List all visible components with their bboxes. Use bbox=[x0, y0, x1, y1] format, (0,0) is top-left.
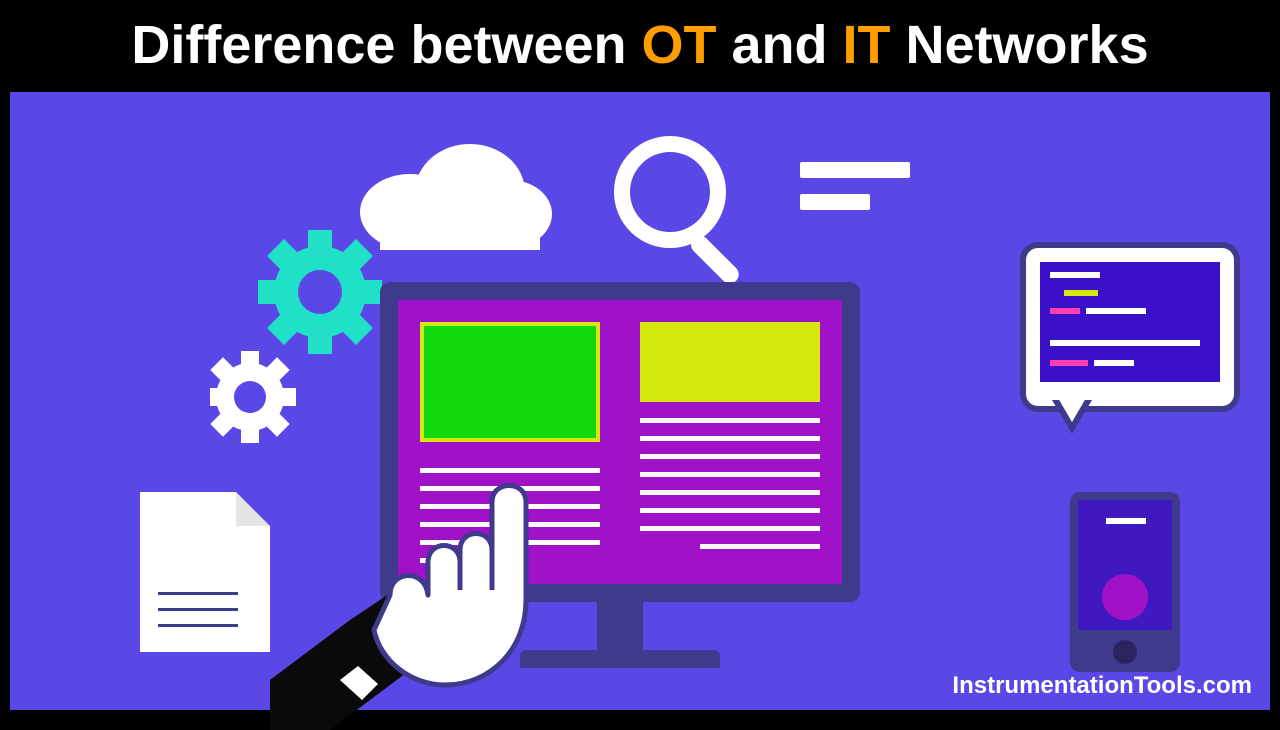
title-p2: and bbox=[717, 15, 843, 75]
phone-bar bbox=[1106, 518, 1146, 524]
text-line bbox=[640, 418, 820, 423]
text-line bbox=[700, 544, 820, 549]
hand-pointer-icon bbox=[270, 450, 590, 730]
code-line bbox=[1094, 360, 1134, 366]
code-line bbox=[1050, 308, 1080, 314]
credit-text: InstrumentationTools.com bbox=[952, 672, 1252, 700]
document-icon bbox=[140, 492, 270, 652]
title-highlight-ot: OT bbox=[642, 15, 717, 75]
title-p3: Networks bbox=[891, 15, 1149, 75]
code-line bbox=[1050, 360, 1088, 366]
monitor-neck bbox=[597, 602, 643, 650]
lines-icon bbox=[800, 162, 910, 226]
title-text: Difference between OT and IT Networks bbox=[131, 14, 1148, 76]
screen-right-block bbox=[640, 322, 820, 402]
text-line bbox=[640, 508, 820, 513]
code-line bbox=[1050, 340, 1200, 346]
infographic-canvas: InstrumentationTools.com bbox=[10, 92, 1270, 710]
phone-circle bbox=[1102, 574, 1148, 620]
title-highlight-it: IT bbox=[843, 15, 891, 75]
code-line bbox=[1064, 290, 1098, 296]
doc-line bbox=[158, 592, 238, 595]
title-p1: Difference between bbox=[131, 15, 641, 75]
search-icon bbox=[590, 122, 770, 302]
phone-icon bbox=[1070, 492, 1180, 672]
text-line bbox=[640, 526, 820, 531]
code-bubble-icon bbox=[1020, 242, 1240, 412]
code-line bbox=[1086, 308, 1146, 314]
doc-line bbox=[158, 608, 238, 611]
code-line bbox=[1050, 272, 1100, 278]
text-line bbox=[640, 490, 820, 495]
title-bar: Difference between OT and IT Networks bbox=[10, 8, 1270, 82]
text-line bbox=[640, 454, 820, 459]
screen-left-block bbox=[420, 322, 600, 442]
line-bar-2 bbox=[800, 194, 870, 210]
code-window bbox=[1040, 262, 1220, 382]
phone-screen bbox=[1078, 500, 1172, 630]
phone-home-button bbox=[1113, 640, 1137, 664]
text-line bbox=[640, 436, 820, 441]
text-line bbox=[640, 472, 820, 477]
line-bar-1 bbox=[800, 162, 910, 178]
doc-line bbox=[158, 624, 238, 627]
document-fold bbox=[236, 492, 270, 526]
